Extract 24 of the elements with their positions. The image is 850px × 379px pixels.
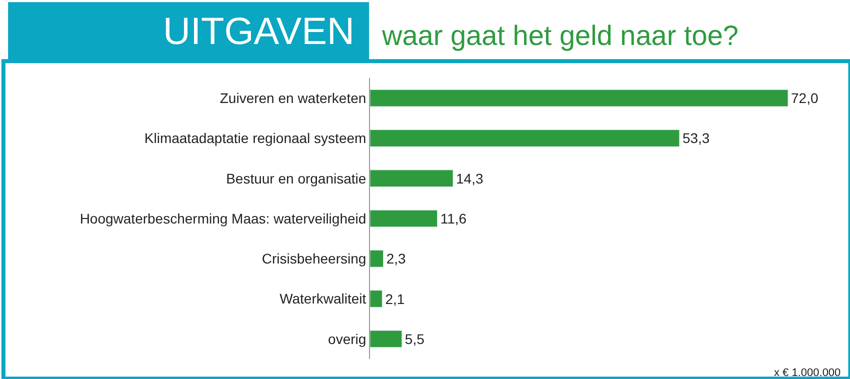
data-label: 2,3 [386,250,406,267]
bar [370,210,438,228]
y-tick-label: Zuiveren en waterketen [220,90,366,106]
bar [370,330,402,348]
bar [370,290,382,308]
y-tick-label: Klimaatadaptatie regionaal systeem [144,130,366,146]
y-tick-label: Bestuur en organisatie [226,170,366,186]
data-label: 11,6 [440,210,467,226]
data-label: 2,1 [385,290,405,307]
bar [370,170,454,188]
data-label: 14,3 [456,170,484,186]
text: x € 1.000.000 [774,367,841,379]
chart-title: UITGAVEN [163,11,354,53]
y-tick-label: Waterkwaliteit [280,290,366,307]
data-label: 5,5 [404,330,425,347]
y-tick-label: Hoogwaterbescherming Maas: waterveiligheid [80,210,366,226]
y-tick-label: overig [328,330,366,347]
bar [370,89,788,107]
data-label: 72,0 [791,90,818,106]
chart-subtitle: waar gaat het geld naar toe? [381,20,738,51]
bar [370,130,680,147]
bar [370,250,384,268]
data-label: 53,3 [682,130,710,146]
y-tick-label: Crisisbeheersing [262,250,366,267]
